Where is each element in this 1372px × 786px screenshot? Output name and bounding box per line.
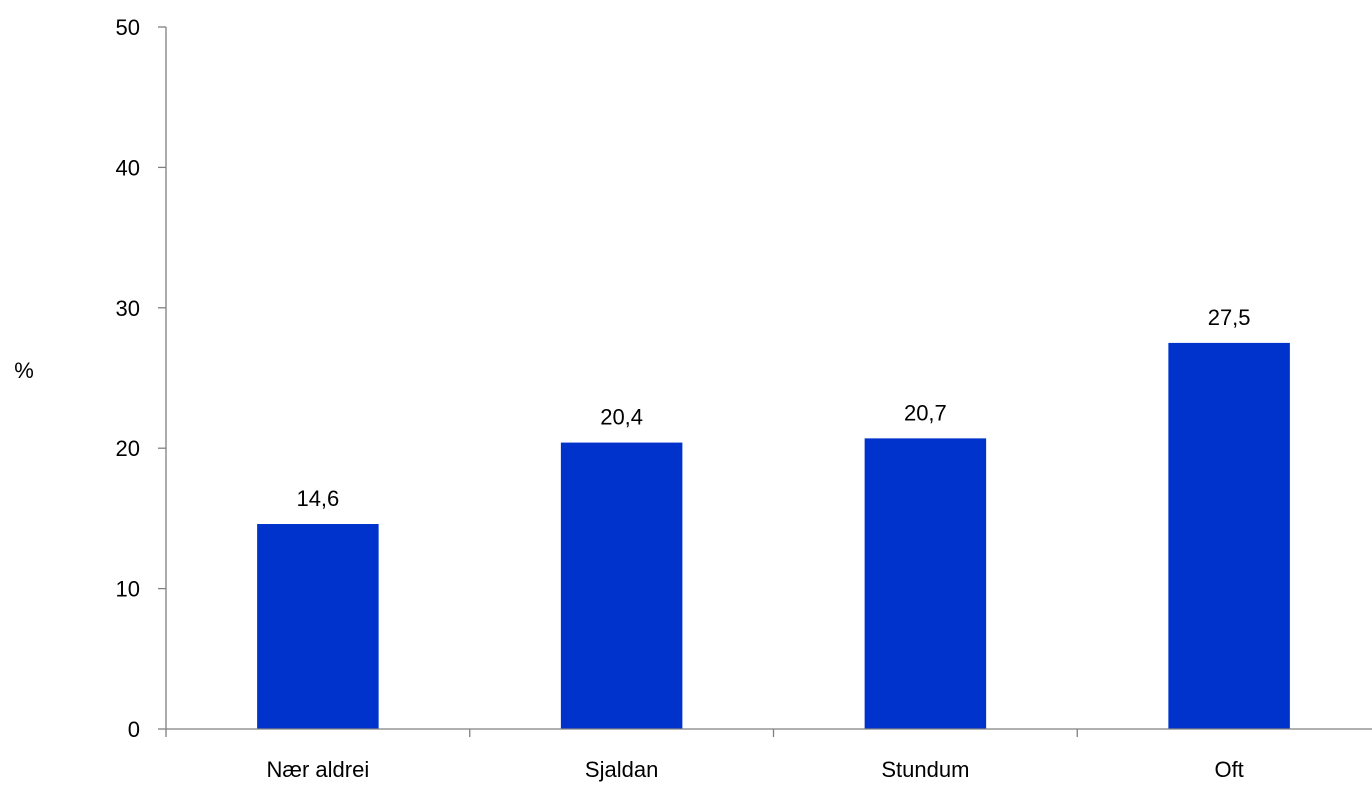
bar xyxy=(257,524,379,729)
axes-lines xyxy=(165,27,1372,730)
bar xyxy=(560,442,683,729)
bars xyxy=(257,342,1290,729)
y-tick-label: 40 xyxy=(116,155,140,180)
data-label: 20,4 xyxy=(600,405,643,430)
y-tick-label: 0 xyxy=(128,717,140,742)
data-label: 14,6 xyxy=(296,486,339,511)
data-label: 20,7 xyxy=(904,400,947,425)
bar xyxy=(1168,342,1290,729)
x-axis: Nær aldrei Sjaldan Stundum Oft xyxy=(165,729,1244,782)
y-axis: 0 10 20 30 40 50 xyxy=(116,15,166,742)
y-tick-label: 30 xyxy=(116,296,140,321)
y-tick-label: 20 xyxy=(116,436,140,461)
y-tick-label: 50 xyxy=(116,15,140,40)
y-axis-label: % xyxy=(14,358,34,383)
bar xyxy=(864,438,987,729)
x-tick-label: Sjaldan xyxy=(585,757,658,782)
data-labels: 14,6 20,4 20,7 27,5 xyxy=(296,305,1250,511)
y-tick-label: 10 xyxy=(116,577,140,602)
data-label: 27,5 xyxy=(1208,305,1251,330)
x-tick-label: Oft xyxy=(1214,757,1243,782)
x-tick-label: Stundum xyxy=(881,757,969,782)
x-tick-label: Nær aldrei xyxy=(267,757,370,782)
